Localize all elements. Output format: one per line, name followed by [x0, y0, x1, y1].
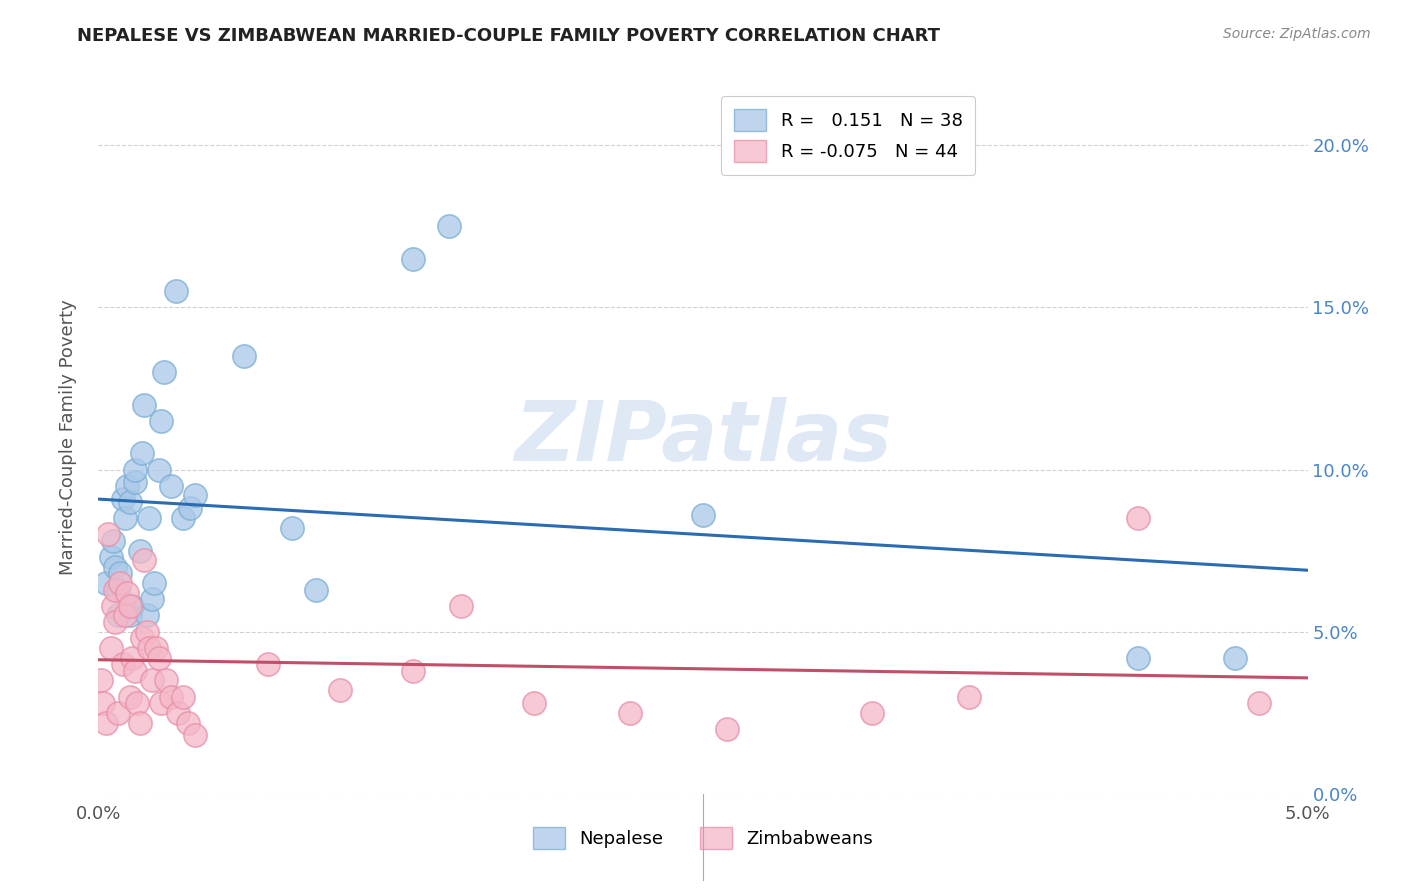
Point: [437, 219, 460, 234]
Point: [121, 650, 143, 665]
Point: [184, 488, 207, 502]
Point: [101, 599, 124, 613]
Point: [128, 715, 150, 730]
Point: [692, 508, 714, 522]
Point: [138, 640, 160, 655]
Point: [957, 690, 980, 704]
Point: [108, 566, 131, 581]
Point: [114, 511, 136, 525]
Point: [150, 414, 173, 428]
Point: [111, 491, 134, 506]
Point: [145, 640, 167, 655]
Point: [160, 479, 183, 493]
Point: [124, 475, 146, 490]
Point: [402, 252, 425, 266]
Point: [138, 511, 160, 525]
Point: [172, 511, 194, 525]
Point: [118, 690, 141, 704]
Point: [281, 521, 304, 535]
Point: [118, 599, 141, 613]
Point: [108, 576, 131, 591]
Point: [118, 608, 141, 623]
Point: [107, 582, 129, 597]
Point: [1128, 511, 1150, 525]
Point: [107, 706, 129, 720]
Point: [1249, 696, 1271, 710]
Point: [90, 673, 112, 688]
Point: [305, 582, 328, 597]
Point: [94, 576, 117, 591]
Point: [167, 706, 190, 720]
Point: [1223, 650, 1246, 665]
Point: [179, 501, 201, 516]
Point: [121, 599, 143, 613]
Point: [104, 582, 127, 597]
Point: [128, 543, 150, 558]
Point: [150, 696, 173, 710]
Point: [256, 657, 278, 672]
Point: [94, 715, 117, 730]
Legend: Nepalese, Zimbabweans: Nepalese, Zimbabweans: [526, 820, 880, 856]
Point: [135, 608, 157, 623]
Point: [165, 284, 187, 298]
Point: [104, 559, 127, 574]
Point: [148, 462, 170, 476]
Point: [114, 608, 136, 623]
Point: [107, 608, 129, 623]
Point: [155, 673, 177, 688]
Point: [160, 690, 183, 704]
Point: [402, 664, 425, 678]
Point: [152, 365, 174, 379]
Point: [118, 495, 141, 509]
Point: [117, 586, 139, 600]
Point: [135, 624, 157, 639]
Point: [124, 462, 146, 476]
Point: [184, 729, 207, 743]
Point: [117, 479, 139, 493]
Point: [177, 715, 200, 730]
Point: [523, 696, 546, 710]
Point: [101, 533, 124, 548]
Point: [134, 553, 156, 567]
Point: [619, 706, 641, 720]
Point: [172, 690, 194, 704]
Text: Source: ZipAtlas.com: Source: ZipAtlas.com: [1223, 27, 1371, 41]
Point: [104, 615, 127, 629]
Point: [124, 664, 146, 678]
Point: [141, 592, 163, 607]
Point: [148, 650, 170, 665]
Point: [860, 706, 883, 720]
Point: [134, 398, 156, 412]
Y-axis label: Married-Couple Family Poverty: Married-Couple Family Poverty: [59, 299, 77, 575]
Text: ZIPatlas: ZIPatlas: [515, 397, 891, 477]
Point: [1128, 650, 1150, 665]
Point: [329, 683, 352, 698]
Point: [127, 696, 149, 710]
Point: [91, 696, 114, 710]
Point: [143, 576, 166, 591]
Point: [716, 722, 738, 736]
Point: [232, 349, 254, 363]
Point: [141, 673, 163, 688]
Point: [131, 446, 153, 460]
Point: [97, 527, 120, 541]
Point: [100, 640, 122, 655]
Point: [131, 631, 153, 645]
Text: NEPALESE VS ZIMBABWEAN MARRIED-COUPLE FAMILY POVERTY CORRELATION CHART: NEPALESE VS ZIMBABWEAN MARRIED-COUPLE FA…: [77, 27, 941, 45]
Point: [450, 599, 472, 613]
Point: [100, 550, 122, 565]
Point: [111, 657, 134, 672]
